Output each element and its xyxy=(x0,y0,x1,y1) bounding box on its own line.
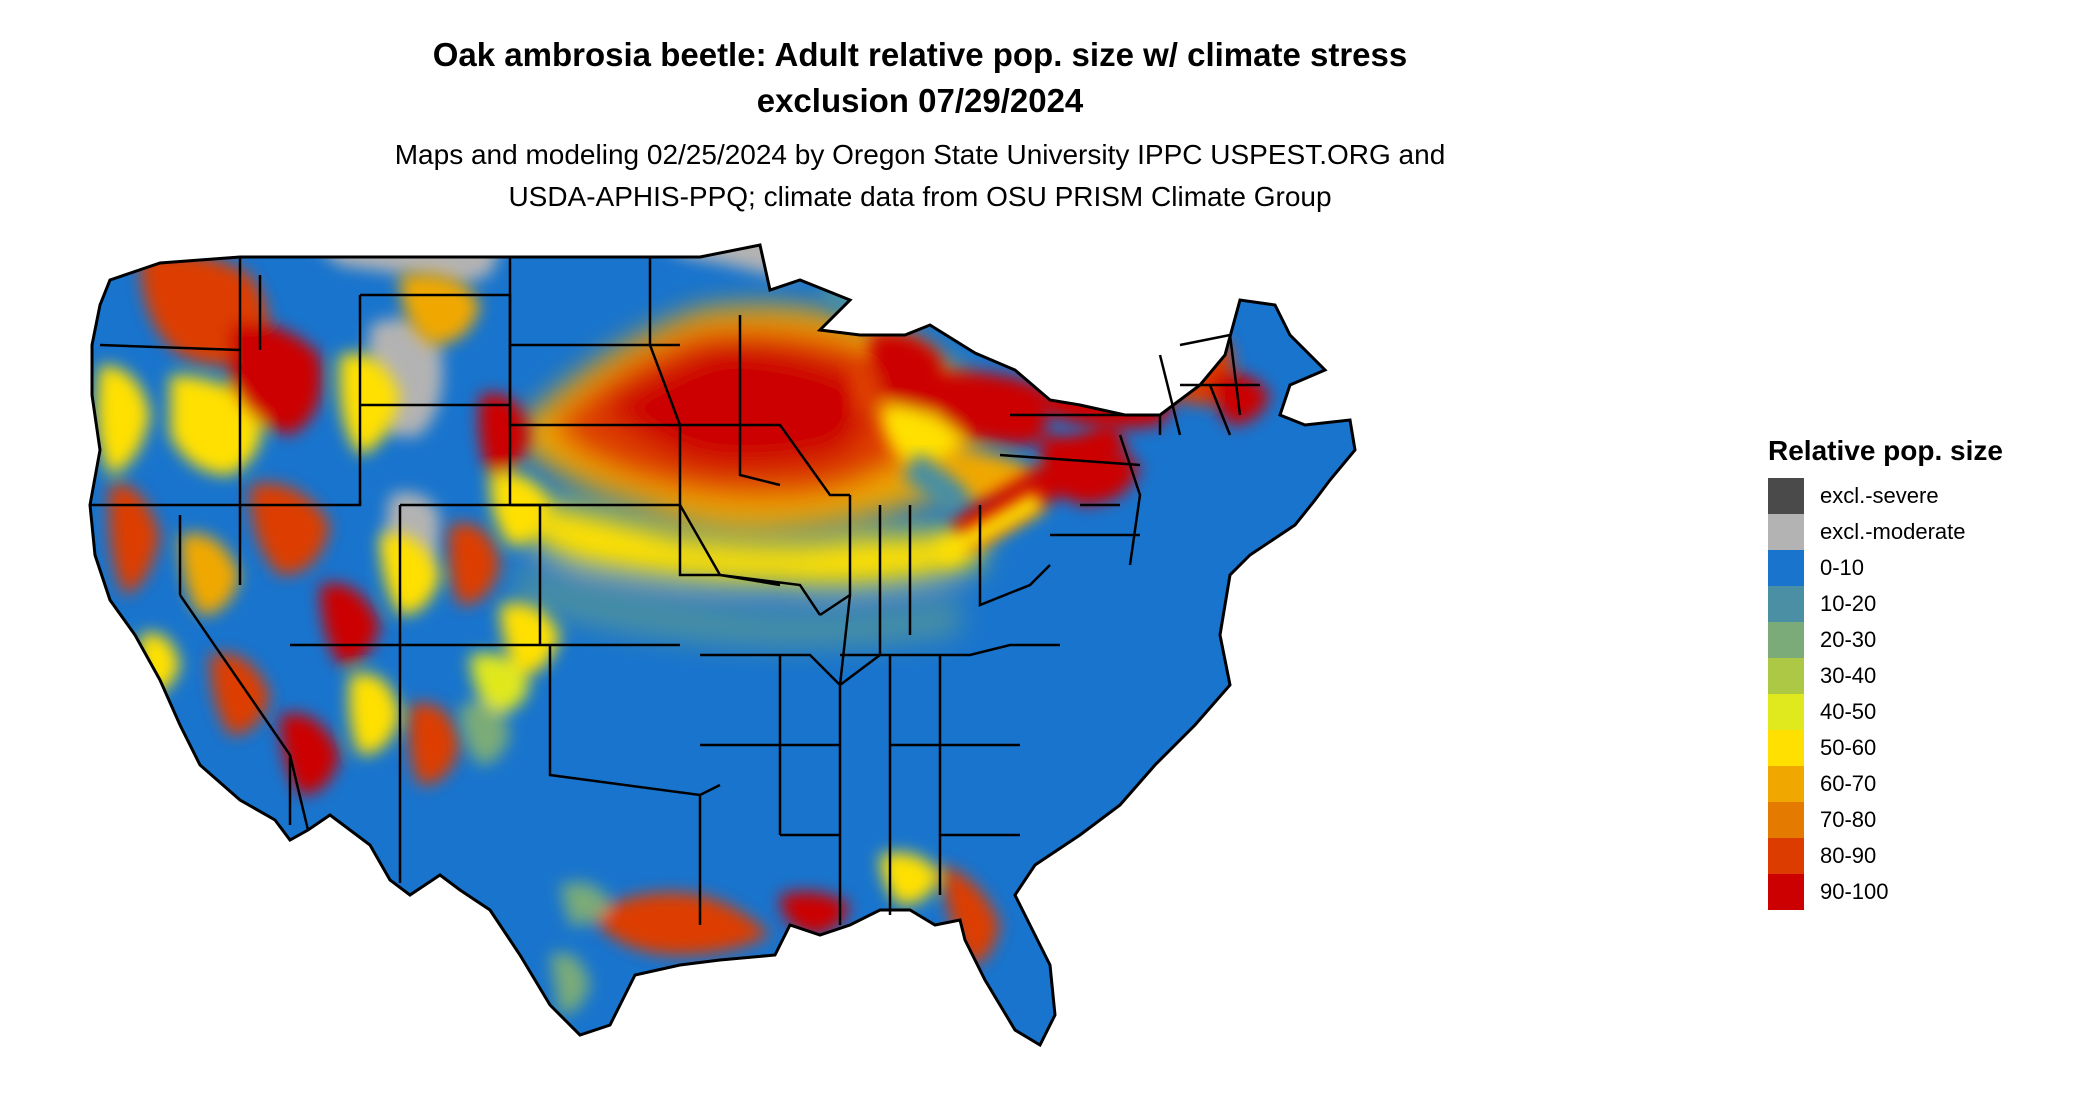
legend-item: 0-10 xyxy=(1768,550,2003,586)
legend-label: 90-100 xyxy=(1820,879,1889,904)
legend-label: 30-40 xyxy=(1820,663,1877,688)
legend-label: 70-80 xyxy=(1820,807,1877,832)
legend-label: 60-70 xyxy=(1820,771,1877,796)
us-population-map xyxy=(88,243,1357,1047)
legend-label: 40-50 xyxy=(1820,699,1877,724)
state-borders xyxy=(88,243,1357,1047)
legend-item: 70-80 xyxy=(1768,802,2003,838)
legend-item: 40-50 xyxy=(1768,694,2003,730)
legend-swatch xyxy=(1768,766,1804,802)
legend-item: 30-40 xyxy=(1768,658,2003,694)
legend-label: excl.-moderate xyxy=(1820,519,1966,544)
legend-swatch xyxy=(1768,838,1804,874)
legend-swatch xyxy=(1768,730,1804,766)
legend-item: 60-70 xyxy=(1768,766,2003,802)
legend-label: 80-90 xyxy=(1820,843,1877,868)
legend-label: excl.-severe xyxy=(1820,483,1939,508)
legend-item: 20-30 xyxy=(1768,622,2003,658)
legend-swatch xyxy=(1768,694,1804,730)
map-raster xyxy=(90,245,1355,1045)
legend-swatch xyxy=(1768,622,1804,658)
map-subtitle-line2: USDA-APHIS-PPQ; climate data from OSU PR… xyxy=(508,181,1332,212)
map-title: Oak ambrosia beetle: Adult relative pop.… xyxy=(40,32,1800,124)
legend-swatch xyxy=(1768,478,1804,514)
map-subtitle: Maps and modeling 02/25/2024 by Oregon S… xyxy=(40,134,1800,218)
legend-item: 90-100 xyxy=(1768,874,2003,910)
legend-item: 50-60 xyxy=(1768,730,2003,766)
legend-item: excl.-severe xyxy=(1768,478,2003,514)
legend-label: 50-60 xyxy=(1820,735,1877,760)
legend-item: 80-90 xyxy=(1768,838,2003,874)
legend-label: 20-30 xyxy=(1820,627,1877,652)
map-title-line2: exclusion 07/29/2024 xyxy=(756,82,1084,119)
legend-swatch xyxy=(1768,802,1804,838)
legend-item: excl.-moderate xyxy=(1768,514,2003,550)
legend-swatch xyxy=(1768,550,1804,586)
legend-swatch xyxy=(1768,514,1804,550)
legend-title: Relative pop. size xyxy=(1768,435,2003,466)
legend: Relative pop. size excl.-severe excl.-mod… xyxy=(1768,432,2003,910)
legend-items: excl.-severe excl.-moderate 0-10 10-20 20-30… xyxy=(1768,478,2003,910)
legend-swatch xyxy=(1768,658,1804,694)
map-subtitle-line1: Maps and modeling 02/25/2024 by Oregon S… xyxy=(394,139,1446,170)
legend-label: 0-10 xyxy=(1820,555,1865,580)
legend-item: 10-20 xyxy=(1768,586,2003,622)
legend-label: 10-20 xyxy=(1820,591,1877,616)
legend-swatch xyxy=(1768,874,1804,910)
legend-swatch xyxy=(1768,586,1804,622)
map-title-line1: Oak ambrosia beetle: Adult relative pop.… xyxy=(432,36,1408,73)
